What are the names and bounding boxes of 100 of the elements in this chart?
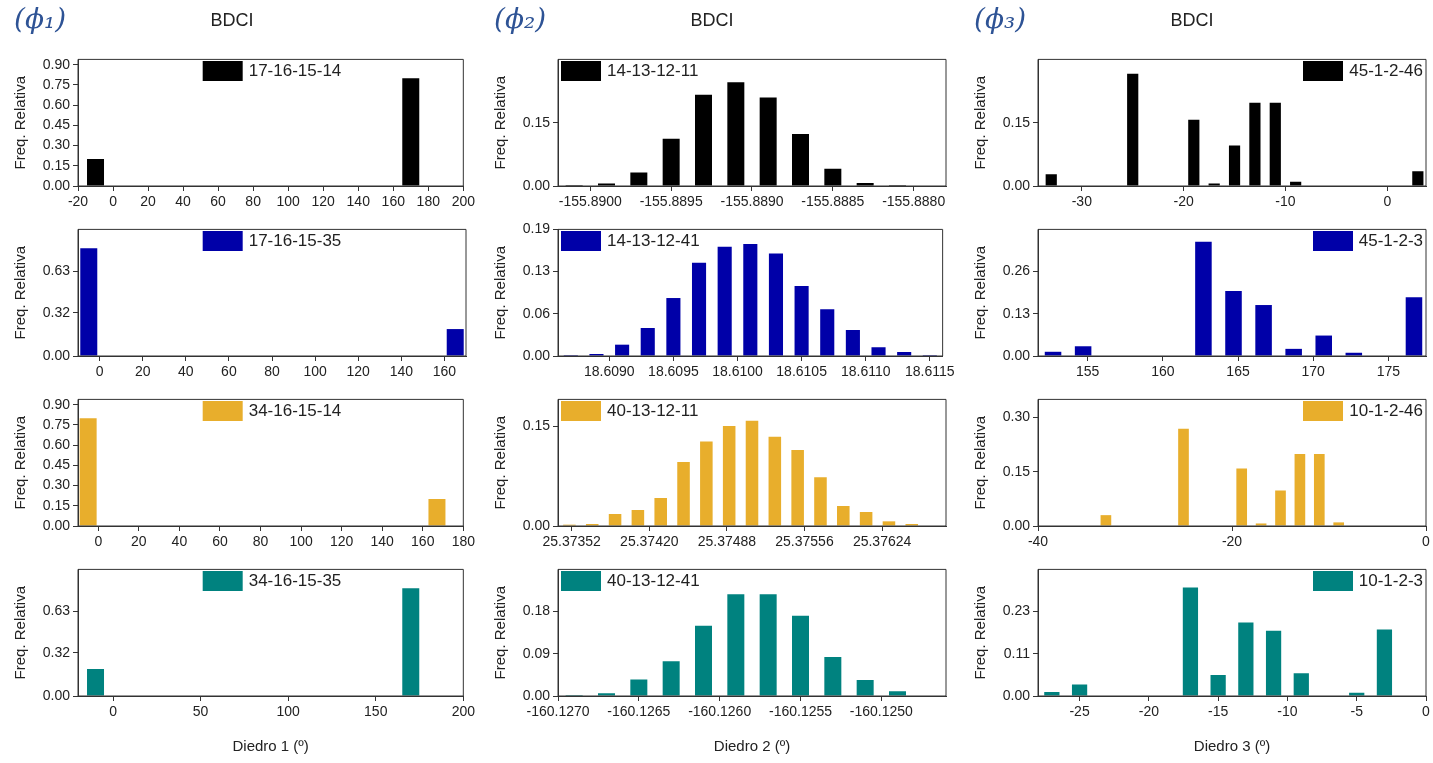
text: (ϕ₁) xyxy=(14,2,67,35)
y-tick-label: 0.00 xyxy=(1002,176,1031,193)
x-tick-label: 80 xyxy=(252,533,269,550)
x-tick-label: 180 xyxy=(451,533,476,550)
x-tick-label: -160.1250 xyxy=(849,703,914,720)
y-axis-title: Freq. Relativa xyxy=(491,415,509,510)
y-tick-label: 0.63 xyxy=(42,262,71,279)
chart-title: BDCI xyxy=(690,10,734,31)
x-tick-label: 18.6095 xyxy=(648,363,699,380)
legend-label: 17-16-15-14 xyxy=(248,61,342,81)
x-tick-label: 18.6100 xyxy=(712,363,764,380)
y-tick-label: 0.30 xyxy=(42,476,71,493)
x-tick-label: 160 xyxy=(432,363,457,380)
y-tick-label: 0.13 xyxy=(522,262,551,279)
x-tick-label: 0 xyxy=(94,533,103,550)
y-tick-label: 0.60 xyxy=(42,96,71,113)
x-tick-label: -5 xyxy=(1350,703,1364,720)
y-tick-label: 0.63 xyxy=(42,602,71,619)
x-axis-title: Diedro 2 (º) xyxy=(713,737,791,755)
legend-label: 34-16-15-35 xyxy=(248,571,342,591)
y-tick-label: 0.00 xyxy=(522,176,551,193)
x-tick-label: 100 xyxy=(276,193,301,210)
x-tick-label: 25.37420 xyxy=(620,533,679,550)
x-tick-label: -160.1260 xyxy=(688,703,752,720)
y-tick-label: 0.45 xyxy=(42,456,71,473)
x-tick-label: 0 xyxy=(1422,703,1431,720)
x-tick-label: -155.8900 xyxy=(558,193,623,210)
x-tick-label: 20 xyxy=(134,363,151,380)
y-tick-label: 0.15 xyxy=(522,113,551,130)
x-tick-label: 25.37556 xyxy=(775,533,834,550)
x-tick-label: 18.6090 xyxy=(583,363,635,380)
y-tick-label: 0.00 xyxy=(522,516,551,533)
x-tick-label: 100 xyxy=(276,703,301,720)
y-tick-label: 0.00 xyxy=(1002,346,1031,363)
x-axis-title: Diedro 3 (º) xyxy=(1193,737,1271,755)
y-tick-label: 0.00 xyxy=(522,346,551,363)
y-tick-label: 0.15 xyxy=(42,156,71,173)
x-tick-label: 160 xyxy=(411,533,435,550)
x-tick-label: 18.6110 xyxy=(840,363,891,380)
x-tick-label: -10 xyxy=(1275,193,1296,210)
y-axis-title: Freq. Relativa xyxy=(491,585,509,680)
y-tick-label: 0.32 xyxy=(42,303,71,320)
y-axis-title: Freq. Relativa xyxy=(971,585,989,680)
x-axis-title: Diedro 1 (º) xyxy=(232,737,309,755)
y-tick-label: 0.09 xyxy=(522,644,551,661)
y-tick-label: 0.13 xyxy=(1002,304,1031,321)
y-tick-label: 0.90 xyxy=(42,55,71,72)
x-tick-label: 0 xyxy=(1383,193,1392,210)
legend-label: 17-16-15-35 xyxy=(248,231,342,251)
x-tick-label: -155.8885 xyxy=(801,193,865,210)
text: (ϕ₃) xyxy=(974,2,1027,35)
legend-label: 10-1-2-46 xyxy=(1349,401,1423,421)
y-tick-label: 0.90 xyxy=(42,395,71,412)
x-tick-label: 40 xyxy=(177,363,194,380)
x-tick-label: 140 xyxy=(370,533,395,550)
legend-label: 40-13-12-11 xyxy=(607,401,699,421)
y-axis-title: Freq. Relativa xyxy=(971,245,989,340)
x-tick-label: 25.37624 xyxy=(852,533,912,550)
x-tick-label: -25 xyxy=(1069,703,1090,720)
chart-title: BDCI xyxy=(1170,10,1214,31)
legend-label: 45-1-2-46 xyxy=(1349,61,1423,81)
x-tick-label: 120 xyxy=(311,193,336,210)
legend-label: 40-13-12-41 xyxy=(607,571,700,591)
y-tick-label: 0.32 xyxy=(42,643,71,660)
y-axis-title: Freq. Relativa xyxy=(11,245,29,340)
y-tick-label: 0.15 xyxy=(522,416,551,433)
x-tick-label: -10 xyxy=(1277,703,1298,720)
y-tick-label: 0.26 xyxy=(1002,262,1031,279)
y-tick-label: 0.60 xyxy=(42,436,71,453)
x-tick-label: 0 xyxy=(95,363,104,380)
y-axis-title: Freq. Relativa xyxy=(491,245,509,340)
x-tick-label: -20 xyxy=(1221,533,1243,550)
x-tick-label: 20 xyxy=(140,193,157,210)
y-tick-label: 0.00 xyxy=(1002,686,1031,703)
x-tick-label: 100 xyxy=(289,533,313,550)
x-tick-label: 80 xyxy=(245,193,262,210)
y-tick-label: 0.15 xyxy=(1002,462,1031,479)
x-tick-label: 180 xyxy=(416,193,441,210)
y-tick-label: 0.11 xyxy=(1003,644,1031,661)
x-tick-label: -20 xyxy=(1138,703,1160,720)
y-tick-label: 0.15 xyxy=(42,496,71,513)
x-tick-label: 20 xyxy=(131,533,147,550)
legend-label: 10-1-2-3 xyxy=(1358,571,1423,591)
x-tick-label: -20 xyxy=(67,193,89,210)
x-tick-label: -15 xyxy=(1208,703,1229,720)
y-tick-label: 0.15 xyxy=(1002,113,1031,130)
legend-label: 14-13-12-11 xyxy=(607,61,699,81)
x-tick-label: 25.37352 xyxy=(542,533,602,550)
y-axis-title: Freq. Relativa xyxy=(11,75,29,170)
x-tick-label: 160 xyxy=(1151,363,1175,380)
x-tick-label: 0 xyxy=(109,703,118,720)
x-tick-label: -155.8890 xyxy=(720,193,784,210)
x-tick-label: 170 xyxy=(1301,363,1326,380)
x-tick-label: 50 xyxy=(192,703,209,720)
x-tick-label: 25.37488 xyxy=(697,533,757,550)
x-tick-label: 100 xyxy=(303,363,327,380)
x-tick-label: 0 xyxy=(1422,533,1431,550)
y-axis-title: Freq. Relativa xyxy=(11,585,29,680)
y-axis-title: Freq. Relativa xyxy=(971,415,989,510)
x-tick-label: -160.1265 xyxy=(607,703,671,720)
